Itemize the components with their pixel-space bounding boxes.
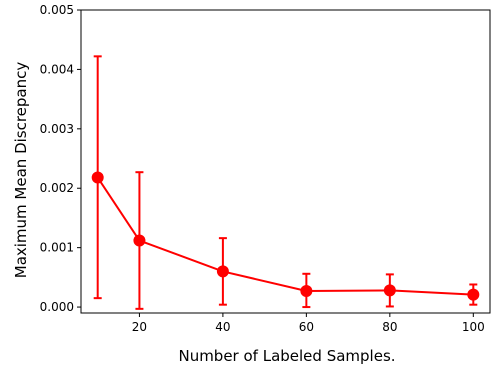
ticks: 20 40 60 80 100 0.000 0.001 0.002 0.003 0.004 0.00…	[40, 3, 485, 334]
axes	[80, 9, 491, 314]
y-tick-label: 0.004	[40, 62, 74, 76]
y-tick-label: 0.005	[40, 3, 74, 17]
y-tick-label: 0.001	[40, 241, 74, 255]
plot-frame	[80, 9, 491, 314]
x-axis-label: Number of Labeled Samples.	[178, 347, 395, 365]
data-point	[133, 234, 146, 247]
y-tick-label: 0.000	[40, 300, 74, 314]
y-tick-label: 0.002	[40, 181, 74, 195]
data-point	[91, 171, 104, 184]
y-axis-label: Maximum Mean Discrepancy	[12, 62, 30, 279]
data-point	[383, 284, 396, 297]
x-tick-label: 100	[462, 320, 485, 334]
x-tick-label: 80	[382, 320, 397, 334]
data-point	[216, 265, 229, 278]
series	[91, 171, 480, 301]
x-tick-label: 40	[215, 320, 230, 334]
series-line	[96, 176, 474, 296]
data-point	[467, 288, 480, 301]
x-tick-label: 60	[299, 320, 314, 334]
y-tick-label: 0.003	[40, 122, 74, 136]
error-bars	[93, 55, 478, 310]
x-tick-label: 20	[132, 320, 147, 334]
data-point	[300, 285, 313, 298]
